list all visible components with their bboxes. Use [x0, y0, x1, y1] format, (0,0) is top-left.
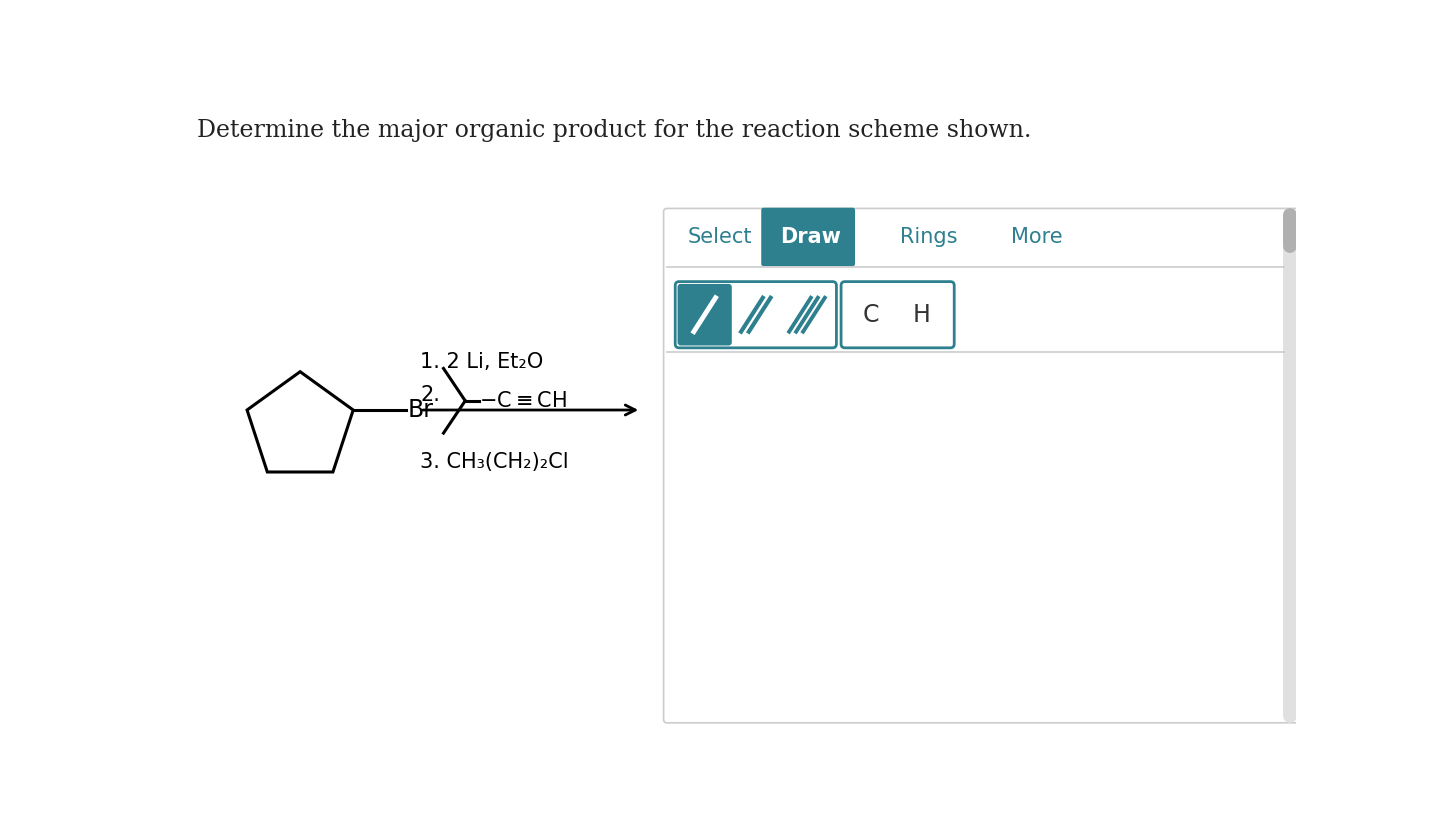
FancyBboxPatch shape: [664, 208, 1299, 723]
Text: Determine the major organic product for the reaction scheme shown.: Determine the major organic product for …: [197, 119, 1031, 142]
Text: 1. 2 Li, Et₂O: 1. 2 Li, Et₂O: [420, 352, 543, 373]
Text: C: C: [863, 302, 878, 327]
Text: Select: Select: [687, 227, 752, 247]
Text: Draw: Draw: [779, 227, 841, 247]
FancyBboxPatch shape: [678, 284, 732, 345]
Text: $\mathdefault{-}$C$\equiv$CH: $\mathdefault{-}$C$\equiv$CH: [480, 391, 567, 411]
Text: More: More: [1011, 227, 1063, 247]
FancyBboxPatch shape: [841, 282, 955, 348]
Text: H: H: [913, 302, 930, 327]
FancyBboxPatch shape: [762, 207, 855, 266]
FancyBboxPatch shape: [675, 282, 837, 348]
Text: 2.: 2.: [420, 385, 441, 405]
Text: 3. CH₃(CH₂)₂Cl: 3. CH₃(CH₂)₂Cl: [420, 453, 569, 472]
Text: Rings: Rings: [900, 227, 958, 247]
Text: Br: Br: [408, 398, 433, 422]
